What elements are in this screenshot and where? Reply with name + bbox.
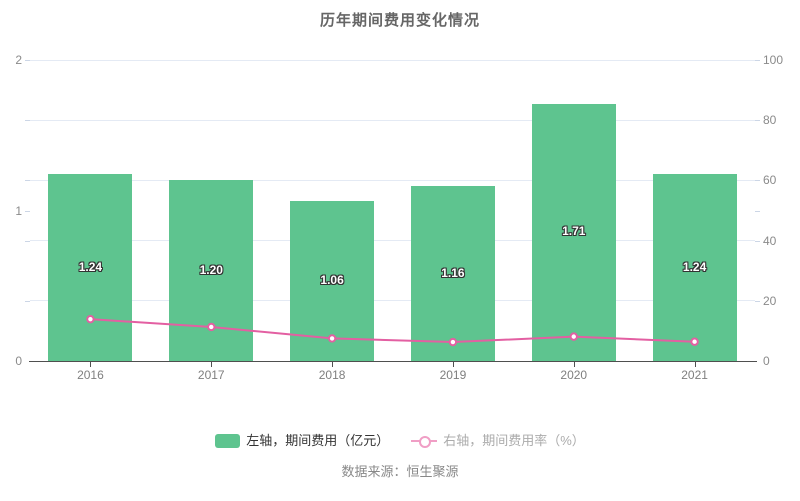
- bar-value-label: 1.24: [78, 259, 103, 274]
- left-axis-tick: [25, 240, 30, 242]
- left-axis-tick: [25, 120, 30, 122]
- bar[interactable]: [48, 174, 133, 361]
- right-axis-tick: [755, 210, 760, 212]
- line-marker[interactable]: [327, 334, 337, 343]
- legend-item-bar-series[interactable]: 左轴，期间费用（亿元）: [215, 433, 389, 449]
- x-axis-line: [29, 361, 757, 362]
- line-marker[interactable]: [448, 337, 458, 347]
- legend-item-line-series[interactable]: 右轴，期间费用率（%）: [411, 433, 585, 449]
- bar-value-label: 1.20: [199, 262, 223, 277]
- grid-line: [30, 300, 755, 302]
- bar[interactable]: [410, 186, 495, 361]
- x-axis-label: 2019: [439, 368, 467, 382]
- x-axis-label: 2017: [197, 368, 225, 382]
- left-axis-tick-label: 1: [15, 203, 22, 218]
- line-marker[interactable]: [690, 337, 699, 346]
- legend-bar-swatch-icon: [215, 434, 241, 448]
- bar-value-label: 1.24: [682, 259, 707, 274]
- x-axis-tick: [694, 362, 696, 367]
- right-axis-tick-label: 20: [763, 293, 777, 308]
- x-axis-tick: [332, 362, 334, 367]
- grid-line: [30, 179, 755, 181]
- legend-item-label: 左轴，期间费用（亿元）: [246, 433, 390, 448]
- legend-item-label: 右轴，期间费用率（%）: [443, 433, 585, 448]
- line-marker[interactable]: [86, 314, 95, 324]
- left-axis-tick-label: 2: [15, 53, 22, 67]
- left-axis-tick: [25, 210, 30, 212]
- x-axis-label: 2020: [560, 368, 588, 382]
- x-axis-tick: [90, 362, 92, 367]
- bar[interactable]: [531, 103, 616, 361]
- right-axis-tick: [755, 60, 760, 61]
- grid-line: [30, 240, 755, 242]
- chart-title: 历年期间费用变化情况: [319, 12, 480, 29]
- right-axis-tick-label: 0: [763, 354, 770, 368]
- left-axis-tick-label: 0: [15, 354, 22, 368]
- right-axis-tick: [755, 240, 760, 242]
- source-note: 数据来源：恒生聚源: [341, 464, 459, 479]
- right-axis-tick-label: 80: [763, 113, 777, 128]
- bar-value-label: 1.16: [441, 265, 465, 280]
- legend: 左轴，期间费用（亿元） 右轴，期间费用率（%）: [0, 433, 800, 449]
- trend-line: [90, 318, 695, 344]
- bar[interactable]: [652, 174, 737, 361]
- left-axis-tick: [25, 300, 30, 302]
- left-axis-tick: [25, 180, 30, 182]
- right-axis-tick-label: 40: [763, 233, 777, 248]
- x-axis-tick: [573, 362, 575, 367]
- bar-value-label: 1.71: [562, 224, 586, 239]
- right-axis-tick: [755, 180, 760, 182]
- trend-line-layer: [86, 314, 699, 347]
- legend-line-marker-icon: [411, 434, 438, 448]
- x-axis-label: 2018: [318, 368, 346, 382]
- line-marker[interactable]: [569, 332, 578, 341]
- grid-line: [30, 59, 755, 61]
- bar-value-label: 1.06: [320, 273, 344, 288]
- grid-line: [30, 119, 755, 121]
- left-axis-tick: [25, 60, 30, 61]
- right-axis-tick-label: 60: [763, 173, 777, 188]
- right-axis-tick: [755, 120, 760, 122]
- line-marker[interactable]: [207, 322, 216, 332]
- legend-line-dot-icon: [419, 436, 432, 448]
- right-axis-tick: [755, 300, 760, 302]
- x-axis-tick: [211, 362, 213, 367]
- x-axis-label: 2021: [681, 368, 708, 382]
- right-axis-tick-label: 100: [763, 53, 784, 67]
- x-axis-tick: [452, 362, 454, 367]
- x-axis-label: 2016: [77, 368, 104, 382]
